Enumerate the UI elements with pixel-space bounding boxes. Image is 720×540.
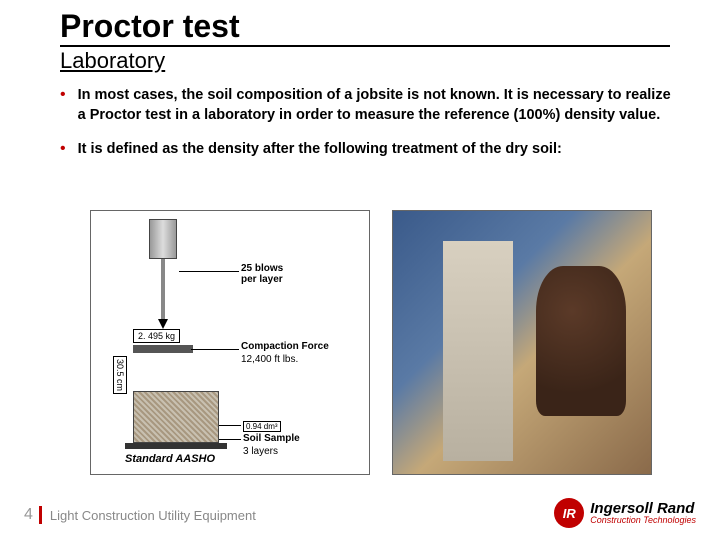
hammer-head-shape	[149, 219, 177, 259]
logo-main: Ingersoll Rand	[590, 501, 696, 516]
height-label: 30.5 cm	[113, 356, 127, 394]
leader-line	[179, 271, 239, 272]
proctor-diagram: 2. 495 kg 30.5 cm Standard AASHO 25 blow…	[90, 210, 370, 475]
arrow-down-icon	[158, 319, 168, 329]
blows-label: 25 blows per layer	[241, 263, 283, 285]
leader-line	[219, 439, 241, 440]
list-item: • In most cases, the soil composition of…	[60, 85, 680, 125]
footer-divider	[39, 506, 42, 524]
bullet-icon: •	[60, 85, 66, 125]
bullet-text: It is defined as the density after the f…	[78, 139, 562, 159]
force-label-2: 12,400 ft lbs.	[241, 354, 298, 365]
standard-caption: Standard AASHO	[125, 453, 215, 465]
volume-label: 0.94 dm³	[243, 421, 281, 432]
brand-logo: IR Ingersoll Rand Construction Technolog…	[554, 498, 696, 528]
footer-text: Light Construction Utility Equipment	[50, 508, 256, 523]
soil-sample-shape	[133, 391, 219, 443]
soil-label-2: 3 layers	[243, 446, 278, 457]
list-item: • It is defined as the density after the…	[60, 139, 680, 159]
mold-top-shape	[133, 345, 193, 353]
bullet-text: In most cases, the soil composition of a…	[78, 85, 680, 125]
force-label-1: Compaction Force	[241, 341, 329, 352]
page-title: Proctor test	[60, 8, 670, 47]
mold-base-shape	[125, 443, 227, 449]
bullet-icon: •	[60, 139, 66, 159]
bullet-list: • In most cases, the soil composition of…	[60, 85, 680, 173]
logo-text-block: Ingersoll Rand Construction Technologies	[590, 501, 696, 525]
footer: 4 Light Construction Utility Equipment	[24, 506, 256, 524]
hammer-rod-shape	[161, 259, 165, 324]
blows-line2: per layer	[241, 274, 283, 285]
soil-label-1: Soil Sample	[243, 433, 300, 444]
blows-line1: 25 blows	[241, 263, 283, 274]
page-number: 4	[24, 506, 33, 524]
logo-badge-icon: IR	[554, 498, 584, 528]
lab-photo	[392, 210, 652, 475]
leader-line	[219, 425, 241, 426]
page-subtitle: Laboratory	[60, 48, 165, 74]
leader-line	[191, 349, 239, 350]
weight-label: 2. 495 kg	[133, 329, 180, 343]
logo-sub: Construction Technologies	[590, 516, 696, 525]
